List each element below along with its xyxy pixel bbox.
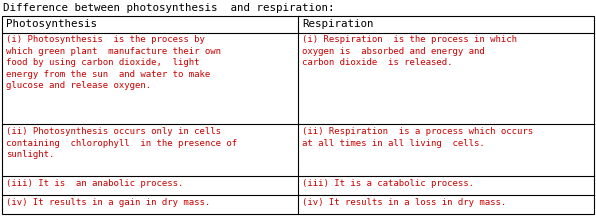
Text: (ii) Respiration  is a process which occurs
at all times in all living  cells.: (ii) Respiration is a process which occu… bbox=[302, 127, 533, 148]
Text: (iv) It results in a gain in dry mass.: (iv) It results in a gain in dry mass. bbox=[6, 198, 210, 207]
Text: Photosynthesis: Photosynthesis bbox=[6, 19, 97, 29]
Text: Respiration: Respiration bbox=[302, 19, 374, 29]
Text: (i) Respiration  is the process in which
oxygen is  absorbed and energy and
carb: (i) Respiration is the process in which … bbox=[302, 35, 517, 67]
Text: (iii) It is  an anabolic process.: (iii) It is an anabolic process. bbox=[6, 179, 184, 188]
Text: (i) Photosynthesis  is the process by
which green plant  manufacture their own
f: (i) Photosynthesis is the process by whi… bbox=[6, 35, 221, 90]
Text: Difference between photosynthesis  and respiration:: Difference between photosynthesis and re… bbox=[3, 3, 334, 13]
Text: (ii) Photosynthesis occurs only in cells
containing  chlorophyll  in the presenc: (ii) Photosynthesis occurs only in cells… bbox=[6, 127, 237, 159]
Text: (iv) It results in a loss in dry mass.: (iv) It results in a loss in dry mass. bbox=[302, 198, 506, 207]
Text: (iii) It is a catabolic process.: (iii) It is a catabolic process. bbox=[302, 179, 474, 188]
